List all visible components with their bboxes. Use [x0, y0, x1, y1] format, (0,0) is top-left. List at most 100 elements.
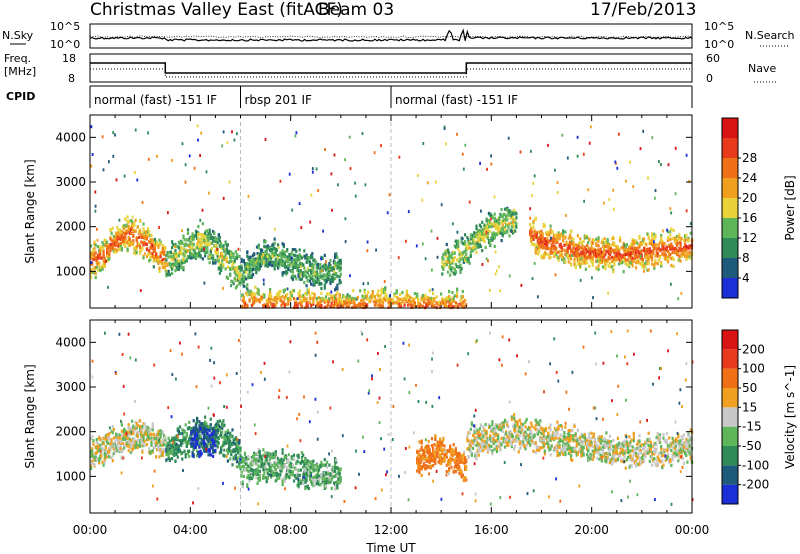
data-cell [232, 457, 235, 461]
data-cell [248, 475, 251, 479]
data-cell [367, 297, 370, 301]
data-cell [669, 247, 672, 251]
beam-label: Beam 03 [318, 0, 394, 20]
data-cell [514, 218, 517, 222]
data-cell [220, 244, 223, 248]
data-cell [339, 258, 342, 262]
data-cell [188, 420, 191, 424]
data-cell [495, 233, 499, 237]
data-cell [275, 262, 278, 266]
data-cell [139, 441, 142, 445]
data-cell [593, 251, 597, 256]
data-cell [641, 260, 644, 264]
data-cell [194, 255, 198, 259]
data-cell [112, 428, 115, 432]
data-cell [178, 425, 182, 429]
data-cell [249, 292, 252, 296]
data-cell [669, 253, 672, 257]
data-cell [457, 243, 460, 248]
data-cell [306, 257, 309, 261]
data-cell [502, 230, 505, 234]
data-cell [689, 244, 692, 248]
data-speck [616, 166, 619, 170]
data-cell [93, 268, 96, 273]
data-cell [645, 243, 648, 247]
data-cell [493, 219, 496, 223]
data-speck [669, 207, 672, 211]
data-cell [126, 436, 129, 440]
data-cell [282, 252, 285, 256]
freq-tick-top: 18 [62, 52, 76, 65]
data-cell [346, 301, 349, 305]
data-cell [237, 444, 240, 449]
data-cell [275, 260, 278, 264]
data-cell [660, 248, 663, 252]
data-cell [590, 242, 593, 246]
data-cell [633, 253, 637, 257]
data-cell [198, 445, 201, 449]
data-cell [264, 465, 267, 469]
data-cell [503, 228, 507, 232]
data-cell [513, 224, 516, 228]
data-cell [241, 277, 244, 282]
data-cell [225, 247, 228, 251]
data-cell [689, 256, 692, 260]
data-cell [104, 437, 107, 441]
data-cell [294, 248, 297, 252]
data-cell [99, 250, 102, 254]
data-cell [190, 253, 193, 257]
data-cell [250, 275, 253, 279]
data-speck [362, 282, 365, 286]
data-cell [90, 437, 93, 441]
data-cell [151, 252, 154, 256]
data-cell [245, 291, 248, 295]
data-cell [142, 435, 145, 439]
data-cell [306, 291, 309, 295]
data-cell [257, 292, 260, 296]
data-cell [666, 236, 670, 240]
data-cell [454, 239, 457, 243]
data-cell [491, 234, 494, 238]
data-cell [437, 300, 440, 304]
data-speck [481, 263, 484, 266]
data-speck [498, 265, 500, 269]
data-speck [151, 244, 154, 248]
data-cell [611, 255, 614, 259]
data-cell [218, 266, 221, 270]
data-cell [424, 293, 427, 297]
data-cell [150, 443, 153, 447]
data-cell [363, 290, 366, 294]
data-cell [190, 437, 193, 441]
data-cell [631, 251, 634, 255]
data-cell [261, 255, 264, 259]
data-cell [557, 258, 560, 262]
data-cell [241, 304, 244, 308]
data-cell [111, 443, 114, 447]
data-speck [647, 176, 649, 180]
data-cell [121, 235, 125, 239]
data-cell [172, 445, 175, 449]
data-cell [272, 260, 275, 264]
data-cell [328, 270, 331, 274]
data-speck [228, 180, 231, 184]
data-cell [318, 282, 321, 286]
data-cell [106, 259, 109, 263]
data-cell [671, 236, 674, 241]
data-cell [226, 459, 229, 463]
data-cell [228, 441, 231, 445]
data-cell [99, 254, 102, 258]
data-cell [684, 249, 687, 254]
data-cell [98, 263, 101, 268]
data-cell [202, 436, 206, 441]
data-cell [419, 303, 422, 307]
data-cell [137, 235, 141, 239]
data-cell [256, 451, 259, 456]
data-cell [204, 420, 207, 424]
data-cell [380, 287, 383, 291]
data-cell [216, 445, 219, 449]
data-cell [292, 289, 296, 293]
data-cell [263, 295, 266, 299]
data-cell [143, 443, 146, 447]
data-cell [91, 451, 94, 455]
data-cell [223, 436, 226, 440]
